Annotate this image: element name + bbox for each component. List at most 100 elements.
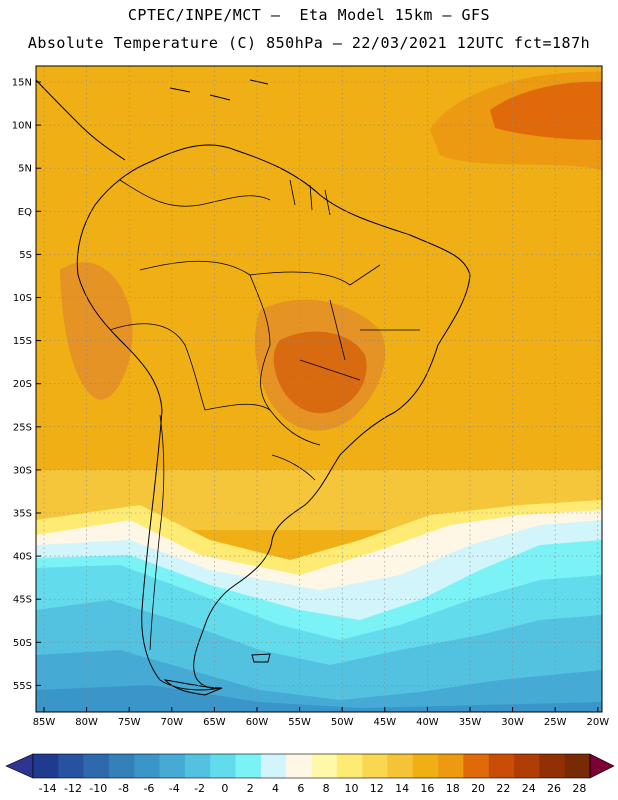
lon-tick-label: 25W: [544, 717, 567, 728]
lon-tick-label: 45W: [373, 717, 396, 728]
lat-tick-label: 25S: [13, 422, 32, 433]
colorbar-label: -12: [64, 782, 82, 795]
colorbar-swatch: [235, 754, 262, 778]
colorbar-swatch: [387, 754, 414, 778]
colorbar-label: -4: [169, 782, 180, 795]
colorbar-label: -10: [89, 782, 107, 795]
border-peru-bolivia: [109, 323, 206, 411]
country-borders: [109, 179, 420, 651]
colorbar-swatch: [134, 754, 160, 778]
lat-tick-label: EQ: [18, 207, 32, 218]
lat-tick-label: 35S: [13, 509, 32, 520]
colorbar-label: 12: [370, 782, 384, 795]
central-america-coastline: [36, 79, 126, 161]
border-guianas: [289, 179, 331, 216]
lon-tick-label: 55W: [288, 717, 311, 728]
lat-tick-label: 15N: [12, 78, 32, 89]
border-argentina-chile: [149, 414, 165, 651]
colorbar-swatch: [58, 754, 84, 778]
lat-tick-label: 10N: [12, 121, 32, 132]
colorbar-label: 2: [247, 782, 254, 795]
colorbar-label: 20: [471, 782, 485, 795]
temperature-field: [36, 66, 602, 712]
tierra-del-fuego: [163, 679, 223, 696]
field-hot-atlantic: [490, 81, 602, 140]
lat-tick-label: 5S: [19, 250, 32, 261]
colorbar-label: -8: [118, 782, 129, 795]
longitude-axis: 85W 80W 75W 70W 65W 60W 55W 50W 45W 40W 35W 30W 25W 2…: [33, 707, 609, 728]
lon-tick-label: 30W: [501, 717, 524, 728]
lon-tick-label: 65W: [203, 717, 226, 728]
colorbar-label: 22: [496, 782, 510, 795]
border-uruguay: [271, 454, 316, 481]
colorbar-label: -14: [39, 782, 57, 795]
colorbar-label: 14: [395, 782, 409, 795]
colorbar-swatch: [539, 754, 565, 778]
colorbar-swatch: [336, 754, 363, 778]
colorbar-swatch: [210, 754, 236, 778]
lat-tick-label: 55S: [13, 681, 32, 692]
colorbar-label: -6: [143, 782, 154, 795]
chart-title-line-2: Absolute Temperature (C) 850hPa – 22/03/…: [27, 34, 591, 52]
colorbar-swatch: [362, 754, 388, 778]
lat-tick-label: 30S: [13, 465, 32, 476]
colorbar-label: 8: [323, 782, 330, 795]
colorbar-swatch: [33, 754, 59, 778]
coastlines: [36, 79, 471, 696]
lon-tick-label: 85W: [33, 717, 56, 728]
colorbar-start-triangle: [5, 753, 34, 779]
colorbar-label: -2: [194, 782, 205, 795]
colorbar-swatch: [184, 754, 211, 778]
falklands: [251, 653, 271, 663]
lon-tick-label: 70W: [160, 717, 183, 728]
border-paraguay: [204, 403, 271, 411]
colorbar-swatch: [286, 754, 312, 778]
colorbar-label: 24: [522, 782, 536, 795]
colorbar-label: 18: [446, 782, 460, 795]
lon-tick-label: 75W: [118, 717, 141, 728]
colorbar-swatch: [83, 754, 110, 778]
lon-tick-label: 50W: [331, 717, 354, 728]
lat-tick-label: 15S: [13, 336, 32, 347]
colorbar-label: 6: [297, 782, 304, 795]
colorbar-swatch: [260, 754, 287, 778]
colorbar-swatch: [514, 754, 540, 778]
colorbar-swatch: [108, 754, 135, 778]
colorbar-swatch: [438, 754, 464, 778]
field-band-minus6: [36, 685, 602, 712]
lat-tick-label: 50S: [13, 638, 32, 649]
colorbar: -14 -12 -10 -8 -6 -4 -2 0 2 4 6 8 10 12 14 16 18 20 22 24 26…: [5, 753, 615, 795]
colorbar-label: 10: [344, 782, 358, 795]
colorbar-swatch: [311, 754, 338, 778]
lat-tick-label: 20S: [13, 379, 32, 390]
lat-tick-label: 10S: [13, 293, 32, 304]
colorbar-swatch: [412, 754, 439, 778]
colorbar-swatch: [159, 754, 186, 778]
lat-tick-label: 40S: [13, 552, 32, 563]
colorbar-swatch: [564, 754, 591, 778]
border-brazil-west: [139, 260, 321, 446]
field-andes-warm: [60, 262, 133, 400]
border-colombia-venezuela: [119, 179, 271, 207]
colorbar-label: 0: [221, 782, 228, 795]
lon-tick-label: 80W: [75, 717, 98, 728]
colorbar-swatch: [488, 754, 515, 778]
colorbar-end-triangle: [589, 753, 615, 779]
colorbar-label: 26: [547, 782, 561, 795]
colorbar-frame: [32, 753, 591, 779]
caribbean-islands: [169, 79, 269, 101]
lon-tick-label: 40W: [416, 717, 439, 728]
lat-tick-label: 5N: [18, 164, 32, 175]
colorbar-label: 4: [272, 782, 279, 795]
latitude-axis: 15N 10N 5N EQ 5S 10S 15S 20S 25S 30S 35S 40S 45S 50S 5…: [12, 78, 41, 692]
brazil-states: [249, 264, 420, 381]
plot-frame: [35, 65, 603, 713]
lat-tick-label: 45S: [13, 595, 32, 606]
south-america-coastline: [76, 144, 471, 691]
chart-title-line-1: CPTEC/INPE/MCT – Eta Model 15km – GFS: [127, 6, 491, 24]
colorbar-swatch: [463, 754, 490, 778]
lon-tick-label: 60W: [246, 717, 269, 728]
colorbar-label: 16: [420, 782, 434, 795]
colorbar-label: 28: [572, 782, 586, 795]
